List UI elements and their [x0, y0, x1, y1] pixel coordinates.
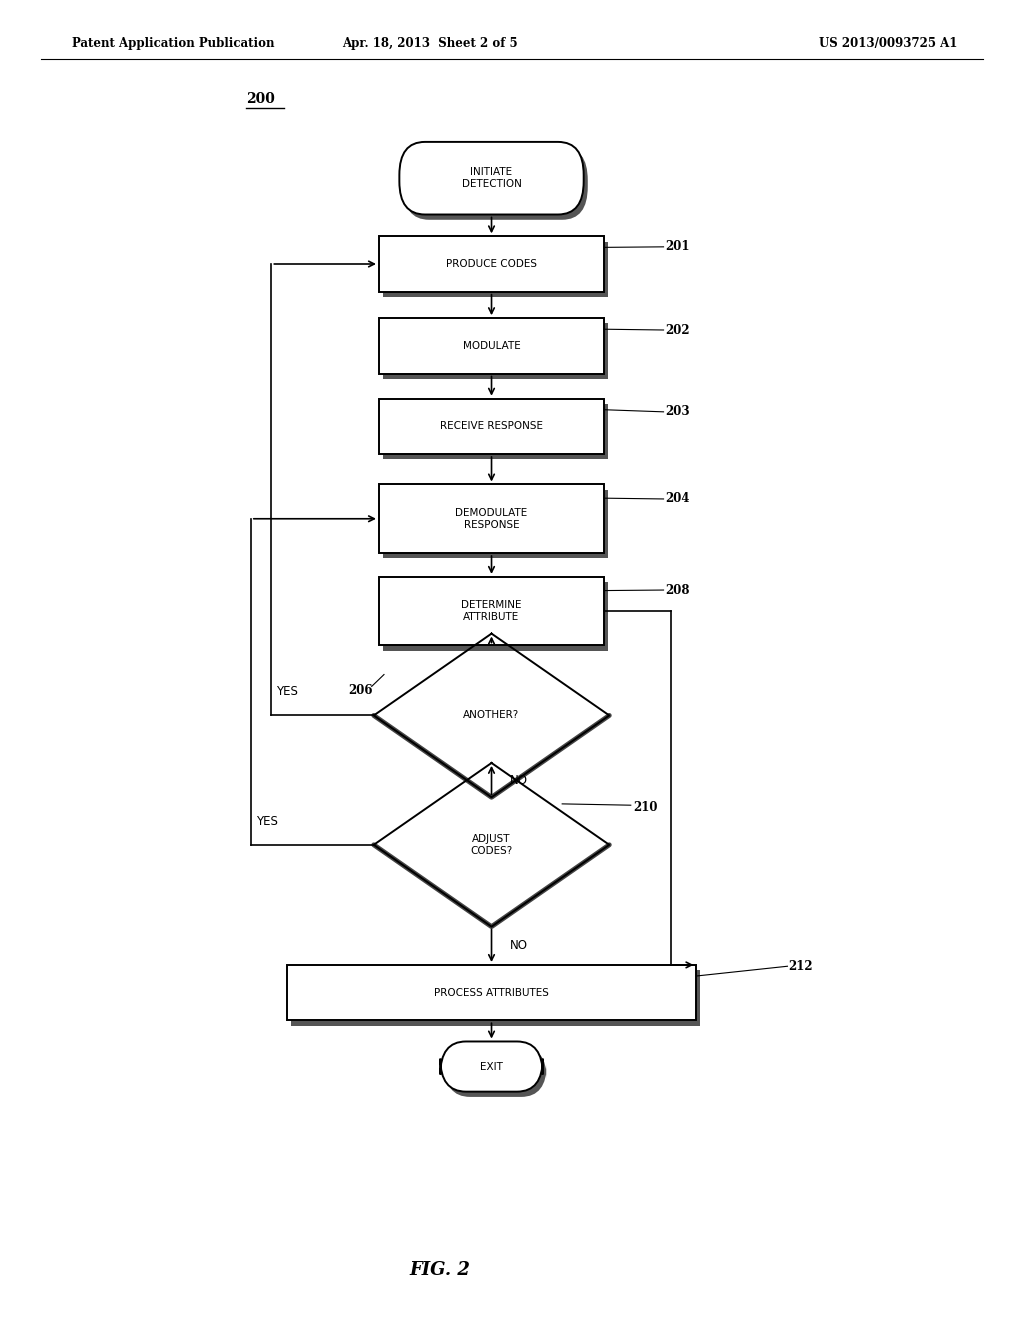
Text: Apr. 18, 2013  Sheet 2 of 5: Apr. 18, 2013 Sheet 2 of 5	[342, 37, 518, 50]
Text: 208: 208	[666, 583, 690, 597]
FancyBboxPatch shape	[383, 323, 608, 379]
FancyBboxPatch shape	[287, 965, 696, 1020]
Text: Patent Application Publication: Patent Application Publication	[72, 37, 274, 50]
FancyBboxPatch shape	[379, 399, 604, 454]
FancyBboxPatch shape	[440, 1041, 543, 1092]
FancyBboxPatch shape	[379, 577, 604, 645]
Text: 210: 210	[633, 801, 657, 814]
Text: EXIT: EXIT	[480, 1061, 503, 1072]
FancyBboxPatch shape	[383, 242, 608, 297]
Text: MODULATE: MODULATE	[463, 341, 520, 351]
Text: 202: 202	[666, 323, 690, 337]
Text: NO: NO	[510, 940, 528, 952]
Text: US 2013/0093725 A1: US 2013/0093725 A1	[819, 37, 957, 50]
FancyBboxPatch shape	[383, 490, 608, 558]
Text: 204: 204	[666, 492, 690, 506]
Text: YES: YES	[276, 685, 298, 698]
Text: 203: 203	[666, 405, 690, 418]
Text: PROCESS ATTRIBUTES: PROCESS ATTRIBUTES	[434, 987, 549, 998]
FancyBboxPatch shape	[291, 970, 700, 1026]
FancyBboxPatch shape	[379, 236, 604, 292]
Text: 212: 212	[788, 960, 813, 973]
Text: FIG. 2: FIG. 2	[410, 1261, 471, 1279]
FancyBboxPatch shape	[379, 484, 604, 553]
Text: 200: 200	[246, 91, 274, 106]
Text: YES: YES	[256, 814, 278, 828]
Text: PRODUCE CODES: PRODUCE CODES	[446, 259, 537, 269]
Text: DEMODULATE
RESPONSE: DEMODULATE RESPONSE	[456, 508, 527, 529]
Text: ANOTHER?: ANOTHER?	[464, 710, 519, 721]
FancyBboxPatch shape	[399, 141, 584, 214]
Text: 201: 201	[666, 240, 690, 253]
Text: NO: NO	[510, 774, 528, 787]
FancyBboxPatch shape	[444, 1047, 547, 1097]
FancyBboxPatch shape	[383, 404, 608, 459]
Text: DETERMINE
ATTRIBUTE: DETERMINE ATTRIBUTE	[461, 601, 522, 622]
Text: ADJUST
CODES?: ADJUST CODES?	[470, 834, 513, 855]
Text: INITIATE
DETECTION: INITIATE DETECTION	[462, 168, 521, 189]
FancyBboxPatch shape	[383, 582, 608, 651]
FancyBboxPatch shape	[379, 318, 604, 374]
Text: 206: 206	[348, 684, 373, 697]
FancyBboxPatch shape	[403, 147, 588, 219]
Text: RECEIVE RESPONSE: RECEIVE RESPONSE	[440, 421, 543, 432]
